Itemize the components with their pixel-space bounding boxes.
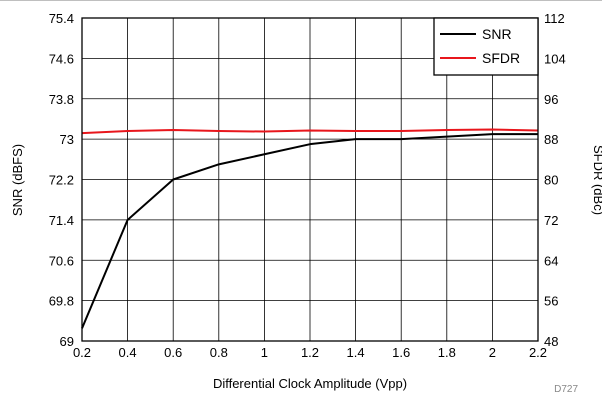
y-tick-label: 73 (60, 132, 74, 147)
top-divider-line (0, 0, 602, 1)
right-y-axis-title: SFDR (dBc) (591, 145, 602, 215)
figure-id-label: D727 (554, 384, 578, 395)
x-tick-label: 0.2 (73, 345, 91, 360)
x-tick-label: 2.2 (529, 345, 547, 360)
series-line-sfdr (81, 128, 539, 135)
left-y-axis-tick-labels: 69 69.8 70.6 71.4 72.2 73 73.8 74.6 75.4 (49, 11, 74, 349)
y2-tick-label: 72 (544, 213, 558, 228)
y2-tick-label: 80 (544, 173, 558, 188)
legend-box (433, 17, 539, 76)
y2-tick-label: 48 (544, 334, 558, 349)
x-tick-label: 1 (261, 345, 268, 360)
series-lines (81, 128, 539, 329)
y-tick-label: 70.6 (49, 253, 74, 268)
x-tick-label: 0.8 (210, 345, 228, 360)
x-tick-label: 1.6 (392, 345, 410, 360)
legend-label-snr: SNR (482, 26, 512, 42)
y-tick-label: 71.4 (49, 213, 74, 228)
x-tick-label: 1.2 (301, 345, 319, 360)
y-tick-label: 72.2 (49, 173, 74, 188)
x-tick-label: 0.4 (119, 345, 137, 360)
y-tick-label: 69.8 (49, 294, 74, 309)
x-tick-label: 0.6 (164, 345, 182, 360)
y2-tick-label: 64 (544, 253, 558, 268)
legend: SNR SFDR (433, 17, 539, 76)
y2-tick-label: 96 (544, 92, 558, 107)
y2-tick-label: 104 (544, 51, 566, 66)
y2-tick-label: 56 (544, 294, 558, 309)
y2-tick-label: 88 (544, 132, 558, 147)
x-tick-label: 1.4 (347, 345, 365, 360)
legend-label-sfdr: SFDR (482, 50, 520, 66)
x-axis-title: Differential Clock Amplitude (Vpp) (213, 376, 407, 391)
y2-tick-label: 112 (544, 11, 565, 26)
y-tick-label: 75.4 (49, 11, 74, 26)
x-tick-label: 1.8 (438, 345, 456, 360)
y-tick-label: 74.6 (49, 51, 74, 66)
x-axis-tick-labels: 0.2 0.4 0.6 0.8 1 1.2 1.4 1.6 1.8 2 2.2 (73, 345, 547, 360)
grid-lines (82, 18, 538, 341)
x-tick-label: 2 (489, 345, 496, 360)
series-line-snr (81, 133, 538, 329)
left-y-axis-title: SNR (dBFS) (10, 144, 25, 216)
y-tick-label: 73.8 (49, 92, 74, 107)
y-tick-label: 69 (60, 334, 74, 349)
right-y-axis-tick-labels: 48 56 64 72 80 88 96 104 112 (544, 11, 566, 349)
plot-frame (81, 17, 539, 342)
